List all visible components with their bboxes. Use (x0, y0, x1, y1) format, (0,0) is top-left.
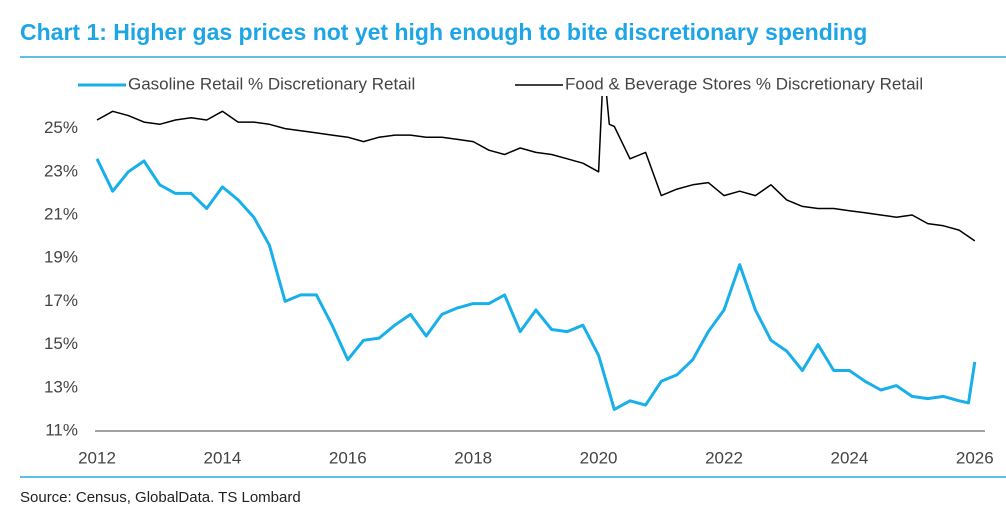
chart-title: Chart 1: Higher gas prices not yet high … (20, 19, 867, 45)
y-tick-label: 23% (44, 161, 78, 180)
y-tick-label: 25% (44, 118, 78, 137)
x-tick-label: 2018 (454, 448, 492, 467)
x-tick-label: 2016 (329, 448, 367, 467)
y-tick-label: 15% (44, 334, 78, 353)
x-tick-label: 2026 (956, 448, 994, 467)
y-tick-label: 21% (44, 204, 78, 223)
x-tick-label: 2012 (78, 448, 116, 467)
plot-area (95, 96, 977, 411)
y-tick-label: 13% (44, 377, 78, 396)
y-tick-label: 11% (45, 420, 78, 439)
x-tick-label: 2024 (830, 448, 868, 467)
series-line (96, 96, 976, 242)
y-tick-label: 19% (44, 248, 78, 267)
x-tick-label: 2014 (203, 448, 241, 467)
x-tick-label: 2020 (580, 448, 618, 467)
source: Source: Census, GlobalData. TS Lombard (20, 489, 301, 506)
legend-label: Food & Beverage Stores % Discretionary R… (565, 74, 923, 93)
y-tick-label: 17% (44, 291, 78, 310)
series-line (95, 158, 977, 411)
legend-label: Gasoline Retail % Discretionary Retail (128, 74, 415, 93)
x-tick-label: 2022 (705, 448, 743, 467)
